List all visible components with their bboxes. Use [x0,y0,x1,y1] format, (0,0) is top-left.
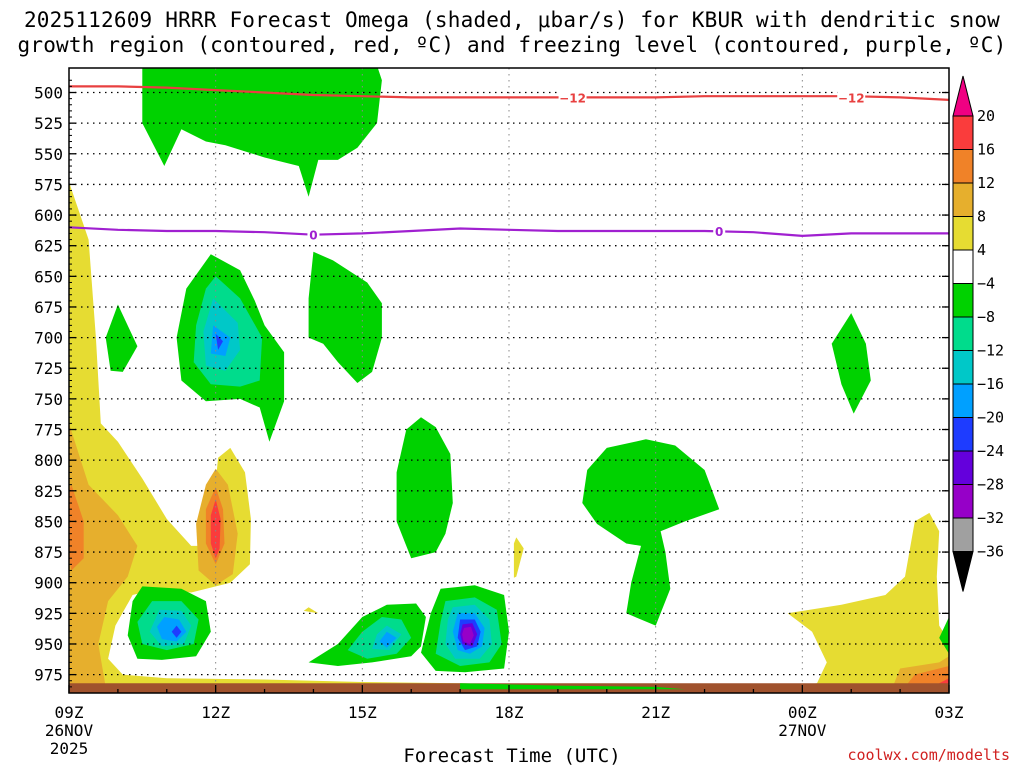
colorbar-label: −4 [977,275,995,293]
colorbar-box [952,182,974,217]
colorbar-label: −20 [977,409,1004,427]
y-tick-label: 625 [34,237,63,256]
colorbar-bottom-arrow [952,551,974,592]
x-date-label: 2025 [50,739,89,758]
y-tick-label: 500 [34,84,63,103]
omega-region-0 [69,182,949,693]
x-tick-label: 03Z [935,703,964,722]
contour-label-bg [713,223,726,238]
contour-label-0-0: −12 [559,91,586,105]
contour-label-bg [558,90,587,105]
x-tick-label: 18Z [495,703,524,722]
omega-region-16 [396,417,453,559]
colorbar-box [952,216,974,251]
contour-label-bg [837,90,866,105]
omega-region-12 [142,68,382,197]
y-tick-label: 800 [34,451,63,470]
colorbar-box [952,115,974,150]
colorbar-box [952,149,974,184]
colorbar-label: 12 [977,174,995,192]
omega-region-1 [513,537,524,578]
x-tick-label: 15Z [348,703,377,722]
colorbar-box [952,350,974,385]
y-tick-label: 900 [34,574,63,593]
contour-label-1-1: 0 [715,225,723,239]
y-tick-label: 875 [34,543,63,562]
omega-region-6 [69,484,84,571]
colorbar-label: −12 [977,342,1004,360]
contour-line-1 [69,226,949,238]
colorbar-box [952,283,974,318]
y-tick-label: 600 [34,206,63,225]
x-tick-label: 00Z [788,703,817,722]
omega-region-15 [308,251,382,383]
omega-region-13 [105,304,138,372]
x-date-label: 27NOV [778,721,827,740]
omega-region-23 [460,683,685,690]
colorbar-box [952,517,974,552]
x-tick-label: 09Z [55,703,84,722]
omega-region-34 [379,631,397,648]
omega-region-3 [69,423,138,687]
x-tick-label: 12Z [201,703,230,722]
y-tick-label: 850 [34,512,63,531]
colorbar-label: −8 [977,308,995,326]
y-tick-label: 775 [34,421,63,440]
y-tick-label: 575 [34,175,63,194]
omega-region-40 [462,626,474,644]
omega-region-36 [215,333,223,350]
colorbar-label: 16 [977,141,995,159]
colorbar-label: −36 [977,543,1004,561]
colorbar-box [952,249,974,284]
colorbar-label: 20 [977,107,995,125]
y-tick-label: 825 [34,482,63,501]
omega-region-33 [157,617,187,642]
colorbar-box [952,383,974,418]
colorbar-label: −32 [977,509,1004,527]
colorbar-box [952,417,974,452]
y-tick-label: 675 [34,298,63,317]
x-tick-label: 21Z [641,703,670,722]
y-tick-label: 725 [34,359,63,378]
colorbar-label: −28 [977,476,1004,494]
colorbar-box [952,484,974,519]
contour-label-bg [307,227,320,242]
colorbar-box [952,450,974,485]
y-tick-label: 925 [34,604,63,623]
contour-line-0 [69,85,949,101]
chart-title-line2: growth region (contoured, red, ºC) and f… [17,33,1007,57]
y-tick-label: 700 [34,329,63,348]
colorbar-top-arrow [952,75,974,117]
chart-title-line1: 2025112609 HRRR Forecast Omega (shaded, … [23,8,1001,32]
omega-region-37 [171,625,182,638]
y-tick-label: 975 [34,666,63,685]
contour-label-0-1: −12 [838,91,865,105]
omega-region-2 [303,607,319,614]
y-tick-label: 950 [34,635,63,654]
y-tick-label: 750 [34,390,63,409]
colorbar-label: 8 [977,208,986,226]
y-tick-label: 650 [34,267,63,286]
credit-link[interactable]: coolwx.com/modelts [847,746,1010,764]
colorbar-box [952,316,974,351]
y-tick-label: 525 [34,114,63,133]
y-tick-label: 550 [34,145,63,164]
x-date-label: 26NOV [45,721,94,740]
omega-region-9 [210,499,221,559]
omega-region-17 [582,439,720,626]
colorbar-label: 4 [977,241,986,259]
x-axis-title: Forecast Time (UTC) [403,745,621,767]
colorbar-label: −16 [977,375,1004,393]
colorbar-label: −24 [977,442,1004,460]
contour-label-1-0: 0 [309,229,317,243]
